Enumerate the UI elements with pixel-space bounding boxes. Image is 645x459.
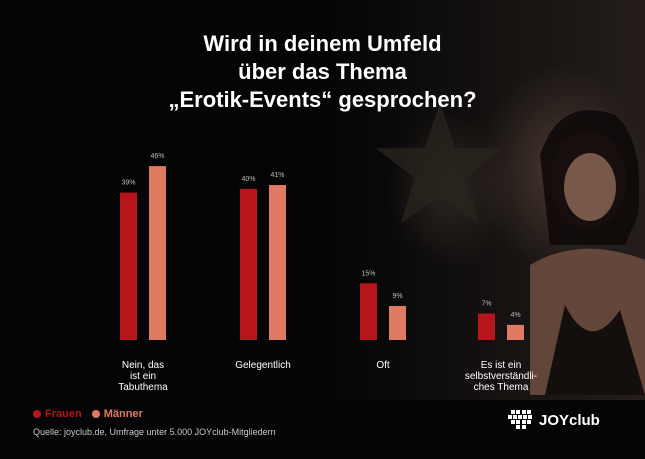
chart-title-line-2: über das Thema [238,59,407,84]
data-label: 4% [510,312,520,319]
heart-logo-icon [508,410,532,429]
data-label: 7% [481,301,491,308]
category-label: Nein, das [122,360,164,371]
category-label: Tabuthema [118,382,168,393]
bar-frauen-3 [478,313,495,340]
bar-maenner-1 [269,185,286,340]
woman-photo [530,110,645,395]
bar-frauen-1 [240,188,257,340]
data-label: 46% [150,153,164,160]
legend: Frauen Männer [33,408,143,420]
brand-name: JOYclub [539,411,600,429]
data-label: 15% [361,270,375,277]
bar-frauen-0 [120,192,137,340]
category-label: Oft [376,360,390,371]
balloon-star-decoration [375,102,505,224]
chart-title-line-3: „Erotik-Events“ gesprochen? [168,87,477,112]
bar-maenner-2 [389,305,406,340]
joyclub-logo: JOYclub [508,409,600,431]
legend-item-frauen: Frauen [33,408,82,420]
category-label: Gelegentlich [235,360,291,371]
category-label: selbstverständli- [465,371,537,382]
category-label: ches Thema [474,382,529,393]
category-label: ist ein [130,371,156,382]
data-label: 41% [270,172,284,179]
bar-frauen-2 [360,283,377,340]
legend-swatch-maenner [91,410,100,418]
legend-item-maenner: Männer [91,408,143,420]
bar-maenner-0 [149,166,166,340]
source-note: Quelle: joyclub.de, Umfrage unter 5.000 … [33,427,276,437]
legend-label-maenner: Männer [103,408,143,420]
legend-label-frauen: Frauen [45,408,82,420]
chart-title-line-1: Wird in deinem Umfeld [203,31,442,56]
legend-swatch-frauen [33,410,41,418]
bar-maenner-3 [507,324,524,340]
data-label: 40% [241,176,255,183]
category-label: Es ist ein [481,360,522,371]
data-label: 9% [392,293,402,300]
data-label: 39% [121,180,135,187]
